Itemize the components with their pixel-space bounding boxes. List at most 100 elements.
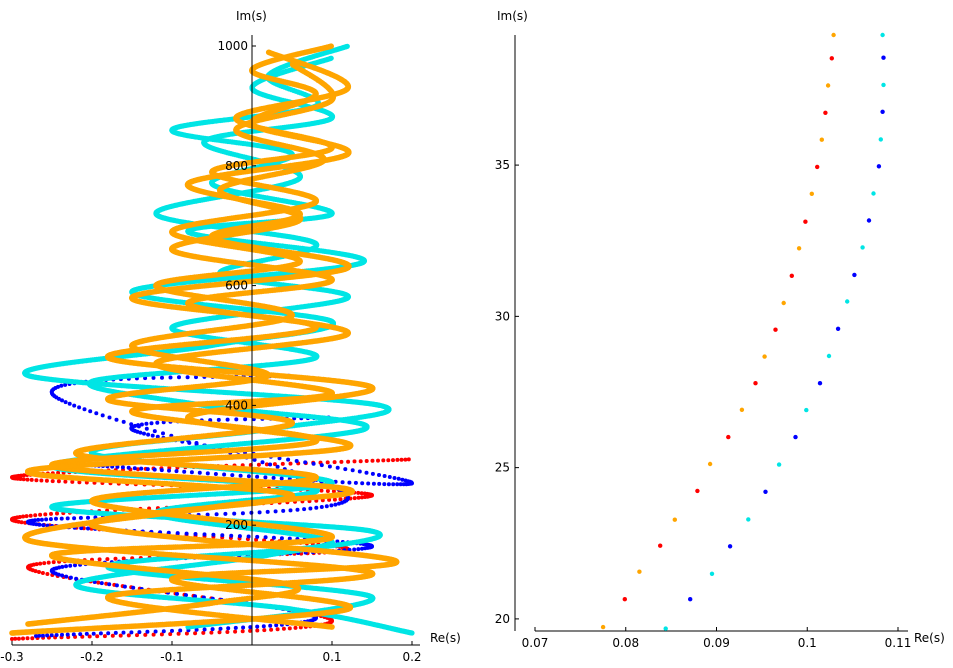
data-point xyxy=(223,511,228,516)
data-point xyxy=(339,459,344,464)
data-point xyxy=(44,478,49,483)
data-point xyxy=(357,469,362,474)
data-point xyxy=(360,495,364,500)
data-point xyxy=(279,476,284,481)
data-point xyxy=(226,626,231,631)
data-point xyxy=(387,475,392,479)
data-point xyxy=(205,471,210,476)
data-point xyxy=(94,411,99,416)
data-point xyxy=(37,633,42,638)
data-point xyxy=(63,479,68,484)
data-point xyxy=(100,413,105,418)
data-point xyxy=(386,458,391,463)
data-point xyxy=(302,507,307,512)
data-point xyxy=(159,468,164,473)
data-point xyxy=(241,625,246,630)
data-point xyxy=(265,509,270,514)
data-point xyxy=(120,465,125,470)
data-point xyxy=(338,497,343,502)
data-point xyxy=(364,470,369,475)
data-point xyxy=(131,585,136,590)
data-point xyxy=(129,630,134,635)
left-chart: -0.3 -0.2 -0.1 0.1 0.22004006008001000Re(s)I… xyxy=(0,9,461,664)
data-point xyxy=(161,431,165,436)
data-point xyxy=(153,629,158,634)
data-point xyxy=(174,469,179,474)
data-point xyxy=(146,432,151,437)
data-point xyxy=(364,459,369,463)
data-point xyxy=(187,440,192,445)
data-point xyxy=(299,551,304,556)
data-point xyxy=(39,517,44,522)
data-point xyxy=(176,631,181,636)
data-point xyxy=(193,594,197,599)
data-point xyxy=(255,474,260,479)
data-point xyxy=(86,515,90,520)
data-point xyxy=(264,462,269,467)
data-point xyxy=(121,630,126,635)
data-point xyxy=(178,628,183,633)
data-point xyxy=(234,417,239,422)
data-point xyxy=(30,636,35,641)
data-point xyxy=(335,465,340,470)
data-point xyxy=(370,458,375,463)
data-point xyxy=(122,584,127,589)
data-point xyxy=(60,564,65,569)
data-point xyxy=(107,582,112,587)
data-point xyxy=(360,481,365,486)
data-point xyxy=(225,630,230,634)
data-point xyxy=(194,627,199,632)
data-point xyxy=(43,512,48,517)
data-point xyxy=(126,633,131,638)
data-point xyxy=(34,634,38,638)
data-point xyxy=(371,481,376,486)
data-point xyxy=(314,505,319,510)
data-point xyxy=(377,481,382,486)
data-point xyxy=(17,515,22,519)
data-point xyxy=(65,632,70,637)
data-point xyxy=(113,556,118,561)
data-point xyxy=(104,581,109,586)
data-point xyxy=(325,460,330,465)
data-point xyxy=(36,517,41,522)
data-point xyxy=(38,512,43,517)
data-point xyxy=(225,417,230,422)
data-point xyxy=(294,459,299,463)
data-point xyxy=(286,457,291,462)
data-point xyxy=(261,624,266,629)
data-point xyxy=(319,463,324,468)
data-point xyxy=(356,495,361,500)
data-point xyxy=(246,534,251,539)
data-point xyxy=(255,624,260,629)
data-point xyxy=(279,536,284,541)
data-point xyxy=(343,467,348,472)
data-point xyxy=(218,626,223,631)
data-point xyxy=(38,561,43,566)
data-point xyxy=(353,480,358,485)
data-point xyxy=(381,458,386,463)
data-point xyxy=(352,496,357,501)
data-point xyxy=(152,429,157,434)
data-point xyxy=(255,534,260,539)
data-point xyxy=(240,511,245,516)
data-point xyxy=(68,563,73,568)
data-point xyxy=(248,625,253,630)
data-point xyxy=(160,375,164,380)
data-point xyxy=(102,634,107,639)
data-point xyxy=(54,516,58,521)
data-point xyxy=(329,503,334,508)
data-point xyxy=(263,475,268,480)
data-point xyxy=(184,593,188,598)
data-point xyxy=(49,511,53,516)
data-point xyxy=(246,474,251,479)
data-point xyxy=(182,469,187,474)
data-point xyxy=(78,515,83,520)
data-point xyxy=(29,477,34,482)
data-point xyxy=(16,636,21,641)
data-point xyxy=(193,532,198,536)
data-point xyxy=(33,513,38,518)
data-point xyxy=(344,43,350,49)
data-point xyxy=(60,573,65,578)
data-point xyxy=(34,562,39,567)
data-point xyxy=(382,474,387,478)
